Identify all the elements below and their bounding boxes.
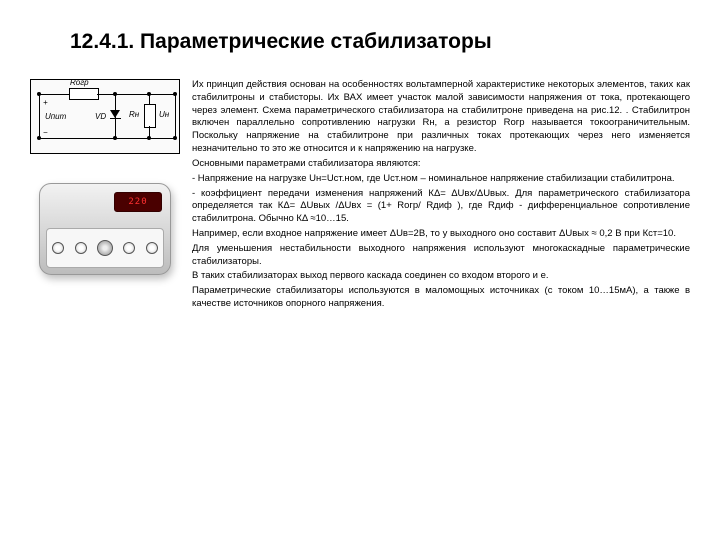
uin-label: Uпит xyxy=(45,112,66,121)
r-ogr-label: Rогр xyxy=(70,78,89,87)
circuit-diagram: Rогр + − Uпит VD Rн xyxy=(30,79,180,154)
para: В таких стабилизаторах выход первого кас… xyxy=(192,270,690,283)
slide: 12.4.1. Параметрические стабилизаторы Rо… xyxy=(0,0,720,540)
rn-label: Rн xyxy=(129,110,139,119)
device-body: 220 xyxy=(39,183,171,275)
para: Их принцип действия основан на особеннос… xyxy=(192,79,690,156)
body-text: Их принцип действия основан на особеннос… xyxy=(192,79,690,313)
content-row: Rогр + − Uпит VD Rн xyxy=(30,79,690,313)
para: Параметрические стабилизаторы используют… xyxy=(192,285,690,311)
rn-box xyxy=(144,104,156,128)
socket-icon xyxy=(123,242,135,254)
r-ogr-box xyxy=(69,88,99,100)
para: Например, если входное напряжение имеет … xyxy=(192,228,690,241)
socket-icon xyxy=(146,242,158,254)
plus-label: + xyxy=(43,98,48,107)
slide-title: 12.4.1. Параметрические стабилизаторы xyxy=(70,30,690,54)
socket-icon xyxy=(75,242,87,254)
para: - коэффициент передачи изменения напряже… xyxy=(192,188,690,226)
device-display: 220 xyxy=(114,192,162,212)
para: Основными параметрами стабилизатора явля… xyxy=(192,158,690,171)
device-panel xyxy=(46,228,164,268)
socket-icon xyxy=(52,242,64,254)
minus-label: − xyxy=(43,128,48,137)
para: - Напряжение на нагрузке Uн=Uст.ном, где… xyxy=(192,173,690,186)
para: Для уменьшения нестабильности выходного … xyxy=(192,243,690,269)
left-column: Rогр + − Uпит VD Rн xyxy=(30,79,180,313)
device-image: 220 xyxy=(30,174,180,284)
uout-label: Uн xyxy=(159,110,169,119)
vd-label: VD xyxy=(95,112,106,121)
knob-icon xyxy=(97,240,113,256)
